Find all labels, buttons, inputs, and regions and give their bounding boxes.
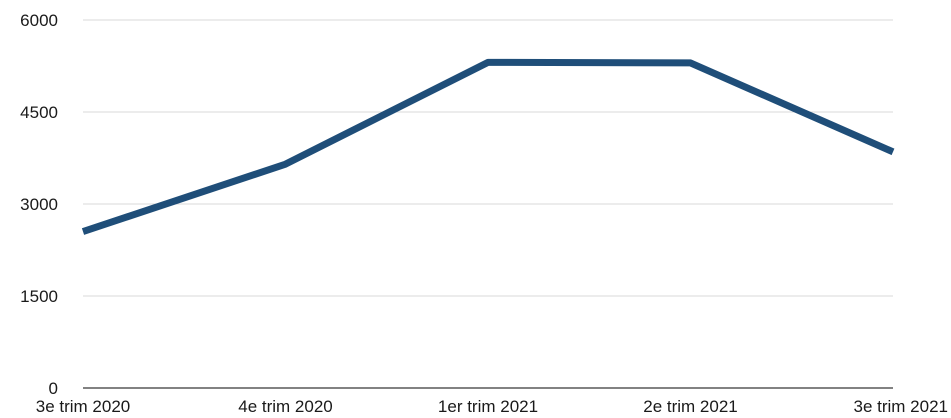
y-tick-label: 6000: [20, 11, 58, 30]
y-tick-label: 1500: [20, 287, 58, 306]
y-tick-label: 3000: [20, 195, 58, 214]
series-group: [81, 58, 895, 235]
series-line: [81, 58, 895, 235]
y-tick-label: 0: [49, 379, 58, 398]
x-tick-label: 4e trim 2020: [238, 397, 333, 416]
gridlines: [83, 19, 893, 297]
x-axis-tick-labels: 3e trim 2020 4e trim 2020 1er trim 2021 2e …: [36, 397, 948, 416]
y-axis-tick-labels: 0 1500 3000 4500 6000: [20, 11, 58, 398]
x-tick-label: 3e trim 2021: [854, 397, 949, 416]
x-tick-label: 3e trim 2020: [36, 397, 131, 416]
x-tick-label: 2e trim 2021: [643, 397, 738, 416]
x-tick-label: 1er trim 2021: [438, 397, 538, 416]
y-tick-label: 4500: [20, 103, 58, 122]
